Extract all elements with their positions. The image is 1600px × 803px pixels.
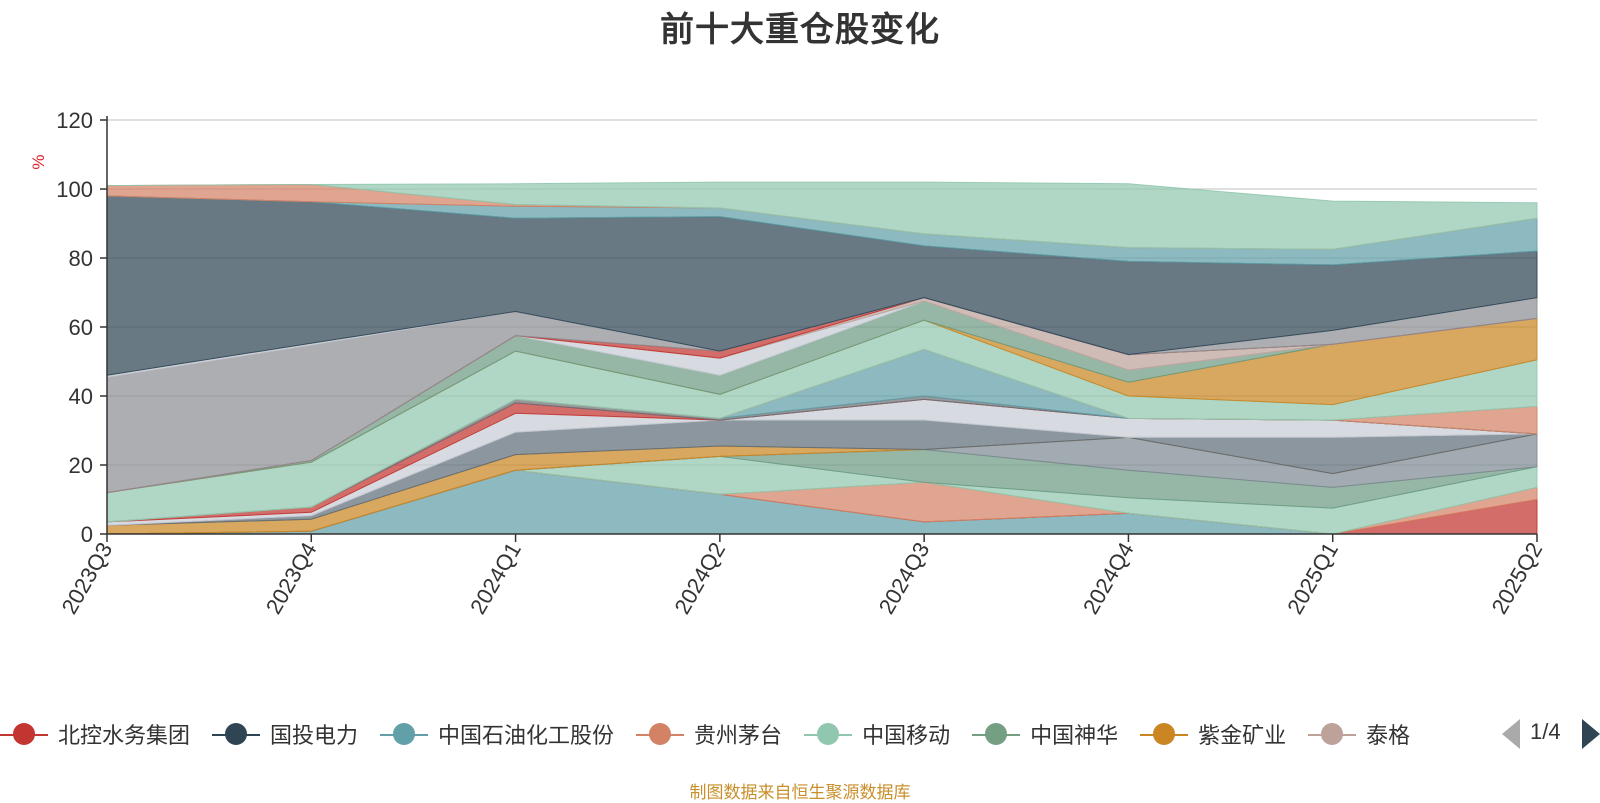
legend-item-6[interactable]: 紫金矿业 xyxy=(1140,714,1286,754)
y-tick-label-4: 80 xyxy=(69,246,93,271)
legend-marker-icon xyxy=(212,714,261,754)
legend-label: 中国移动 xyxy=(862,723,951,748)
y-tick-label-0: 0 xyxy=(81,522,93,547)
x-tick-label-6: 2025Q1 xyxy=(1282,538,1343,618)
x-tick-label-4: 2024Q3 xyxy=(874,538,935,618)
area-series-24[interactable] xyxy=(106,181,1538,250)
x-tick-label-5: 2024Q4 xyxy=(1078,538,1139,618)
legend-label: 中国石油化工股份 xyxy=(438,723,615,748)
data-source-note: 制图数据来自恒生聚源数据库 xyxy=(689,783,911,802)
legend-item-7[interactable]: 泰格 xyxy=(1308,714,1410,754)
legend-marker-icon xyxy=(1308,714,1357,754)
legend-label: 泰格 xyxy=(1366,723,1411,748)
y-axis-unit: % xyxy=(29,154,48,169)
legend-label: 紫金矿业 xyxy=(1198,723,1287,748)
chart-title: 前十大重仓股变化 xyxy=(660,11,940,49)
legend-label: 北控水务集团 xyxy=(58,723,191,748)
x-tick-label-2: 2024Q1 xyxy=(465,538,526,618)
legend-item-3[interactable]: 贵州茅台 xyxy=(636,714,782,754)
y-tick-label-3: 60 xyxy=(69,315,93,340)
legend-label: 国投电力 xyxy=(270,723,359,748)
legend-marker-icon xyxy=(380,714,429,754)
legend-label: 贵州茅台 xyxy=(694,723,783,748)
legend-page-indicator: 1/4 xyxy=(1530,719,1561,744)
legend-item-2[interactable]: 中国石油化工股份 xyxy=(380,714,614,754)
legend-marker-icon xyxy=(1140,714,1189,754)
stacked-area-chart: 0 20 40 60 80 100 120 2023Q3 2023Q4 2024Q1 2024Q2 2… xyxy=(29,108,1548,618)
y-tick-label-5: 100 xyxy=(56,177,93,202)
legend-prev-page-icon[interactable] xyxy=(1502,719,1520,749)
legend-marker-icon xyxy=(804,714,853,754)
legend-label: 中国神华 xyxy=(1030,723,1119,748)
legend-viewport: 北控水务集团 国投电力 中国石油化工股份 贵州茅台 中国移动 中国神华 紫金矿业 泰格 xyxy=(0,714,1484,754)
x-tick-label-7: 2025Q2 xyxy=(1487,538,1548,618)
legend-item-1[interactable]: 国投电力 xyxy=(212,714,358,754)
y-tick-label-6: 120 xyxy=(56,108,93,133)
y-tick-label-1: 20 xyxy=(69,453,93,478)
legend: 北控水务集团 国投电力 中国石油化工股份 贵州茅台 中国移动 中国神华 紫金矿业 泰格 xyxy=(0,714,1600,754)
x-tick-label-3: 2024Q2 xyxy=(669,538,730,618)
x-tick-label-0: 2023Q3 xyxy=(57,538,118,618)
legend-next-page-icon[interactable] xyxy=(1582,719,1600,749)
area-series xyxy=(106,181,1538,535)
x-tick-label-1: 2023Q4 xyxy=(261,538,322,618)
legend-item-0[interactable]: 北控水务集团 xyxy=(0,714,190,754)
legend-pager: 1/4 xyxy=(1500,714,1600,754)
legend-marker-icon xyxy=(0,714,48,754)
legend-item-4[interactable]: 中国移动 xyxy=(804,714,950,754)
legend-marker-icon xyxy=(972,714,1021,754)
legend-marker-icon xyxy=(636,714,685,754)
y-tick-label-2: 40 xyxy=(69,384,93,409)
legend-item-5[interactable]: 中国神华 xyxy=(972,714,1118,754)
